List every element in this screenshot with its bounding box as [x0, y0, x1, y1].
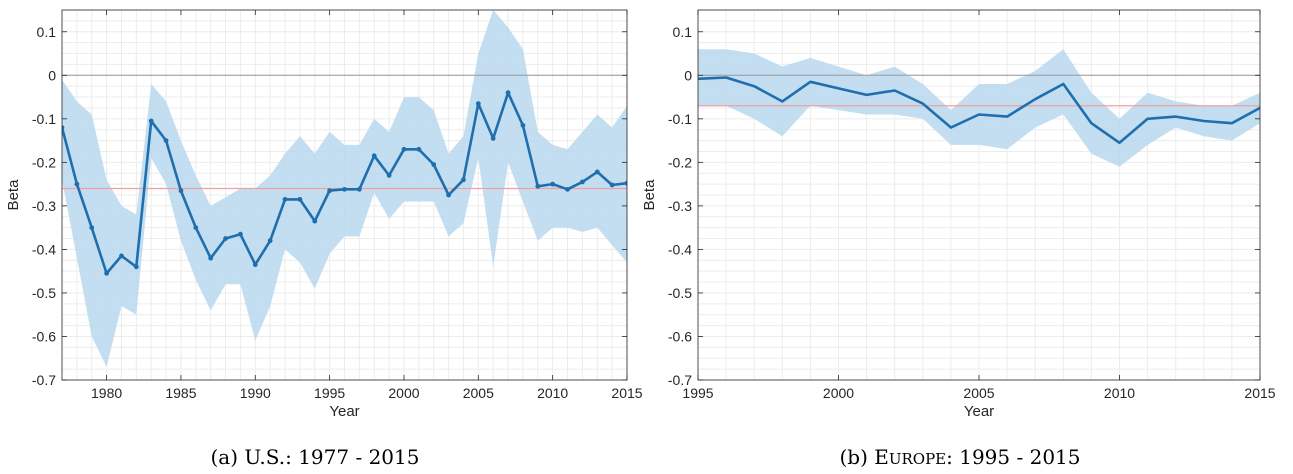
- data-point: [609, 182, 615, 188]
- x-tick-label: 1980: [91, 385, 122, 401]
- y-tick-label: -0.4: [668, 241, 692, 257]
- x-tick-label: 2010: [1104, 385, 1135, 401]
- x-tick-label: 1995: [682, 385, 713, 401]
- caption-europe-initial: E: [874, 445, 889, 469]
- data-point: [490, 136, 496, 141]
- data-point: [133, 264, 139, 270]
- series-line: [698, 76, 1260, 145]
- x-tick-label: 1990: [240, 385, 271, 401]
- y-tick-label: -0.3: [32, 198, 56, 214]
- data-point: [89, 225, 95, 231]
- x-tick-label: 2005: [963, 385, 994, 401]
- data-point: [386, 173, 392, 178]
- plot-area: [62, 10, 627, 367]
- data-point: [208, 255, 214, 261]
- y-tick-label: -0.3: [668, 198, 692, 214]
- grid-lines: [697, 9, 1261, 381]
- caption-europe-prefix: (b): [839, 445, 874, 469]
- data-point: [267, 238, 273, 244]
- x-tick-label: 2010: [537, 385, 568, 401]
- y-tick-label: -0.1: [32, 111, 56, 127]
- data-point: [594, 169, 600, 175]
- data-point: [356, 186, 362, 192]
- data-point: [119, 253, 124, 259]
- data-point: [416, 146, 422, 152]
- x-tick-label: 2000: [823, 385, 854, 401]
- data-point: [62, 125, 65, 130]
- y-tick-label: -0.7: [32, 372, 56, 388]
- plot-area: [698, 49, 1260, 167]
- y-tick-label: 0.1: [673, 24, 693, 40]
- y-tick-label: 0: [48, 67, 56, 83]
- y-tick-label: -0.6: [668, 328, 692, 344]
- y-axis-label: Beta: [5, 179, 22, 211]
- x-axis-label: Year: [964, 403, 994, 420]
- data-point: [74, 181, 80, 187]
- data-point: [312, 218, 318, 224]
- data-point: [104, 270, 110, 276]
- x-tick-label: 2015: [1244, 385, 1275, 401]
- data-point: [461, 177, 466, 183]
- y-tick-label: -0.5: [32, 285, 56, 301]
- data-point: [238, 231, 243, 237]
- data-point: [252, 262, 258, 268]
- x-tick-label: 2005: [463, 385, 494, 401]
- data-point: [193, 225, 199, 231]
- data-point: [535, 183, 541, 189]
- y-axis-label: Beta: [641, 179, 658, 211]
- data-point: [401, 146, 407, 152]
- y-tick-label: -0.4: [32, 241, 56, 257]
- data-point: [431, 162, 437, 167]
- x-tick-label: 1985: [165, 385, 196, 401]
- caption-europe-smallcaps: UROPE: [889, 450, 946, 468]
- data-point: [579, 179, 585, 185]
- y-tick-label: 0.1: [37, 24, 57, 40]
- data-point: [282, 196, 288, 202]
- y-tick-label: -0.7: [668, 372, 692, 388]
- caption-europe: (b) EUROPE: 1995 - 2015: [839, 445, 1080, 469]
- data-point: [371, 153, 377, 159]
- data-point: [550, 181, 556, 187]
- data-point: [565, 186, 570, 192]
- y-tick-label: -0.2: [668, 154, 692, 170]
- data-point: [446, 192, 451, 198]
- x-axis-label: Year: [329, 403, 359, 420]
- x-tick-label: 2015: [611, 385, 642, 401]
- y-tick-label: 0: [684, 67, 692, 83]
- y-tick-label: -0.2: [32, 154, 56, 170]
- confidence-band: [698, 49, 1260, 167]
- axes-box: [61, 9, 628, 381]
- data-point: [505, 90, 511, 96]
- data-point: [163, 138, 169, 143]
- x-tick-label: 1995: [314, 385, 345, 401]
- x-tick-label: 2000: [388, 385, 419, 401]
- data-point: [148, 118, 154, 124]
- data-point: [223, 236, 228, 241]
- caption-europe-suffix: : 1995 - 2015: [946, 445, 1080, 469]
- data-point: [178, 188, 184, 194]
- chart-panel-us: 0.1 0 -0.1 -0.2 -0.3 -0.4 -0.5 -0.6 -0.7 1980 1985…: [5, 9, 643, 420]
- y-tick-label: -0.1: [668, 111, 692, 127]
- data-point: [327, 188, 333, 194]
- y-tick-label: -0.6: [32, 328, 56, 344]
- data-point: [342, 186, 347, 192]
- data-point: [297, 196, 303, 202]
- caption-us: (a) U.S.: 1977 - 2015: [211, 445, 420, 469]
- y-tick-label: -0.5: [668, 285, 692, 301]
- data-point: [520, 122, 526, 128]
- data-point: [475, 101, 481, 106]
- data-point: [624, 180, 627, 186]
